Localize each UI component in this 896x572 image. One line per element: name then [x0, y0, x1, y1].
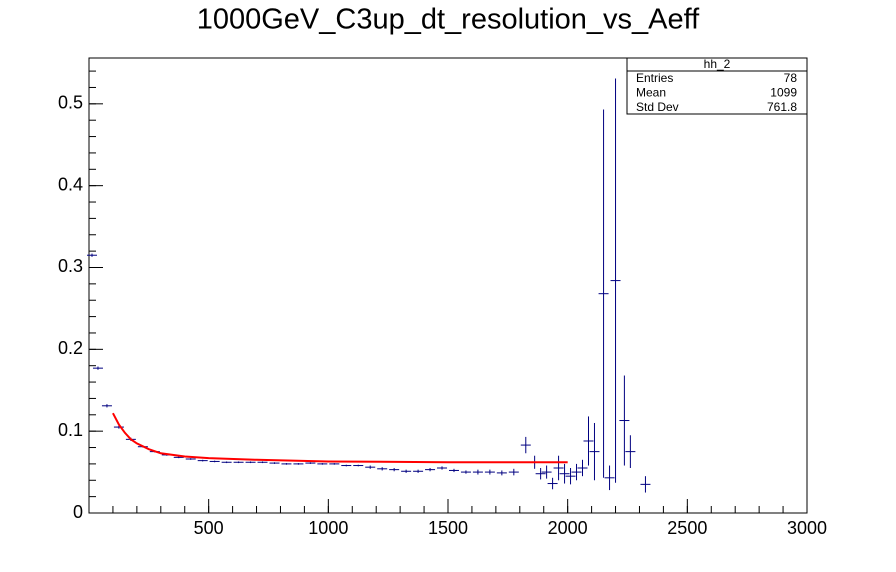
x-tick-label: 500: [194, 518, 224, 538]
x-tick-label: 3000: [787, 518, 827, 538]
stats-value: 78: [784, 71, 798, 85]
y-tick-label: 0.1: [58, 420, 83, 440]
y-tick-label: 0.3: [58, 256, 83, 276]
stats-title: hh_2: [704, 57, 731, 71]
fit-curve: [112, 412, 568, 464]
y-tick-label: 0: [73, 502, 83, 522]
stats-value: 1099: [770, 86, 797, 100]
x-tick-label: 2000: [548, 518, 588, 538]
y-tick-label: 0.5: [58, 93, 83, 113]
stats-value: 761.8: [767, 100, 797, 114]
x-tick-label: 1500: [428, 518, 468, 538]
stats-label: Mean: [636, 86, 666, 100]
x-tick-label: 2500: [667, 518, 707, 538]
y-tick-label: 0.4: [58, 174, 83, 194]
chart-title: 1000GeV_C3up_dt_resolution_vs_Aeff: [197, 4, 700, 36]
stats-box: [626, 57, 808, 115]
stats-label: Entries: [636, 71, 673, 85]
stats-label: Std Dev: [636, 100, 679, 114]
x-tick-label: 1000: [308, 518, 348, 538]
y-tick-label: 0.2: [58, 338, 83, 358]
